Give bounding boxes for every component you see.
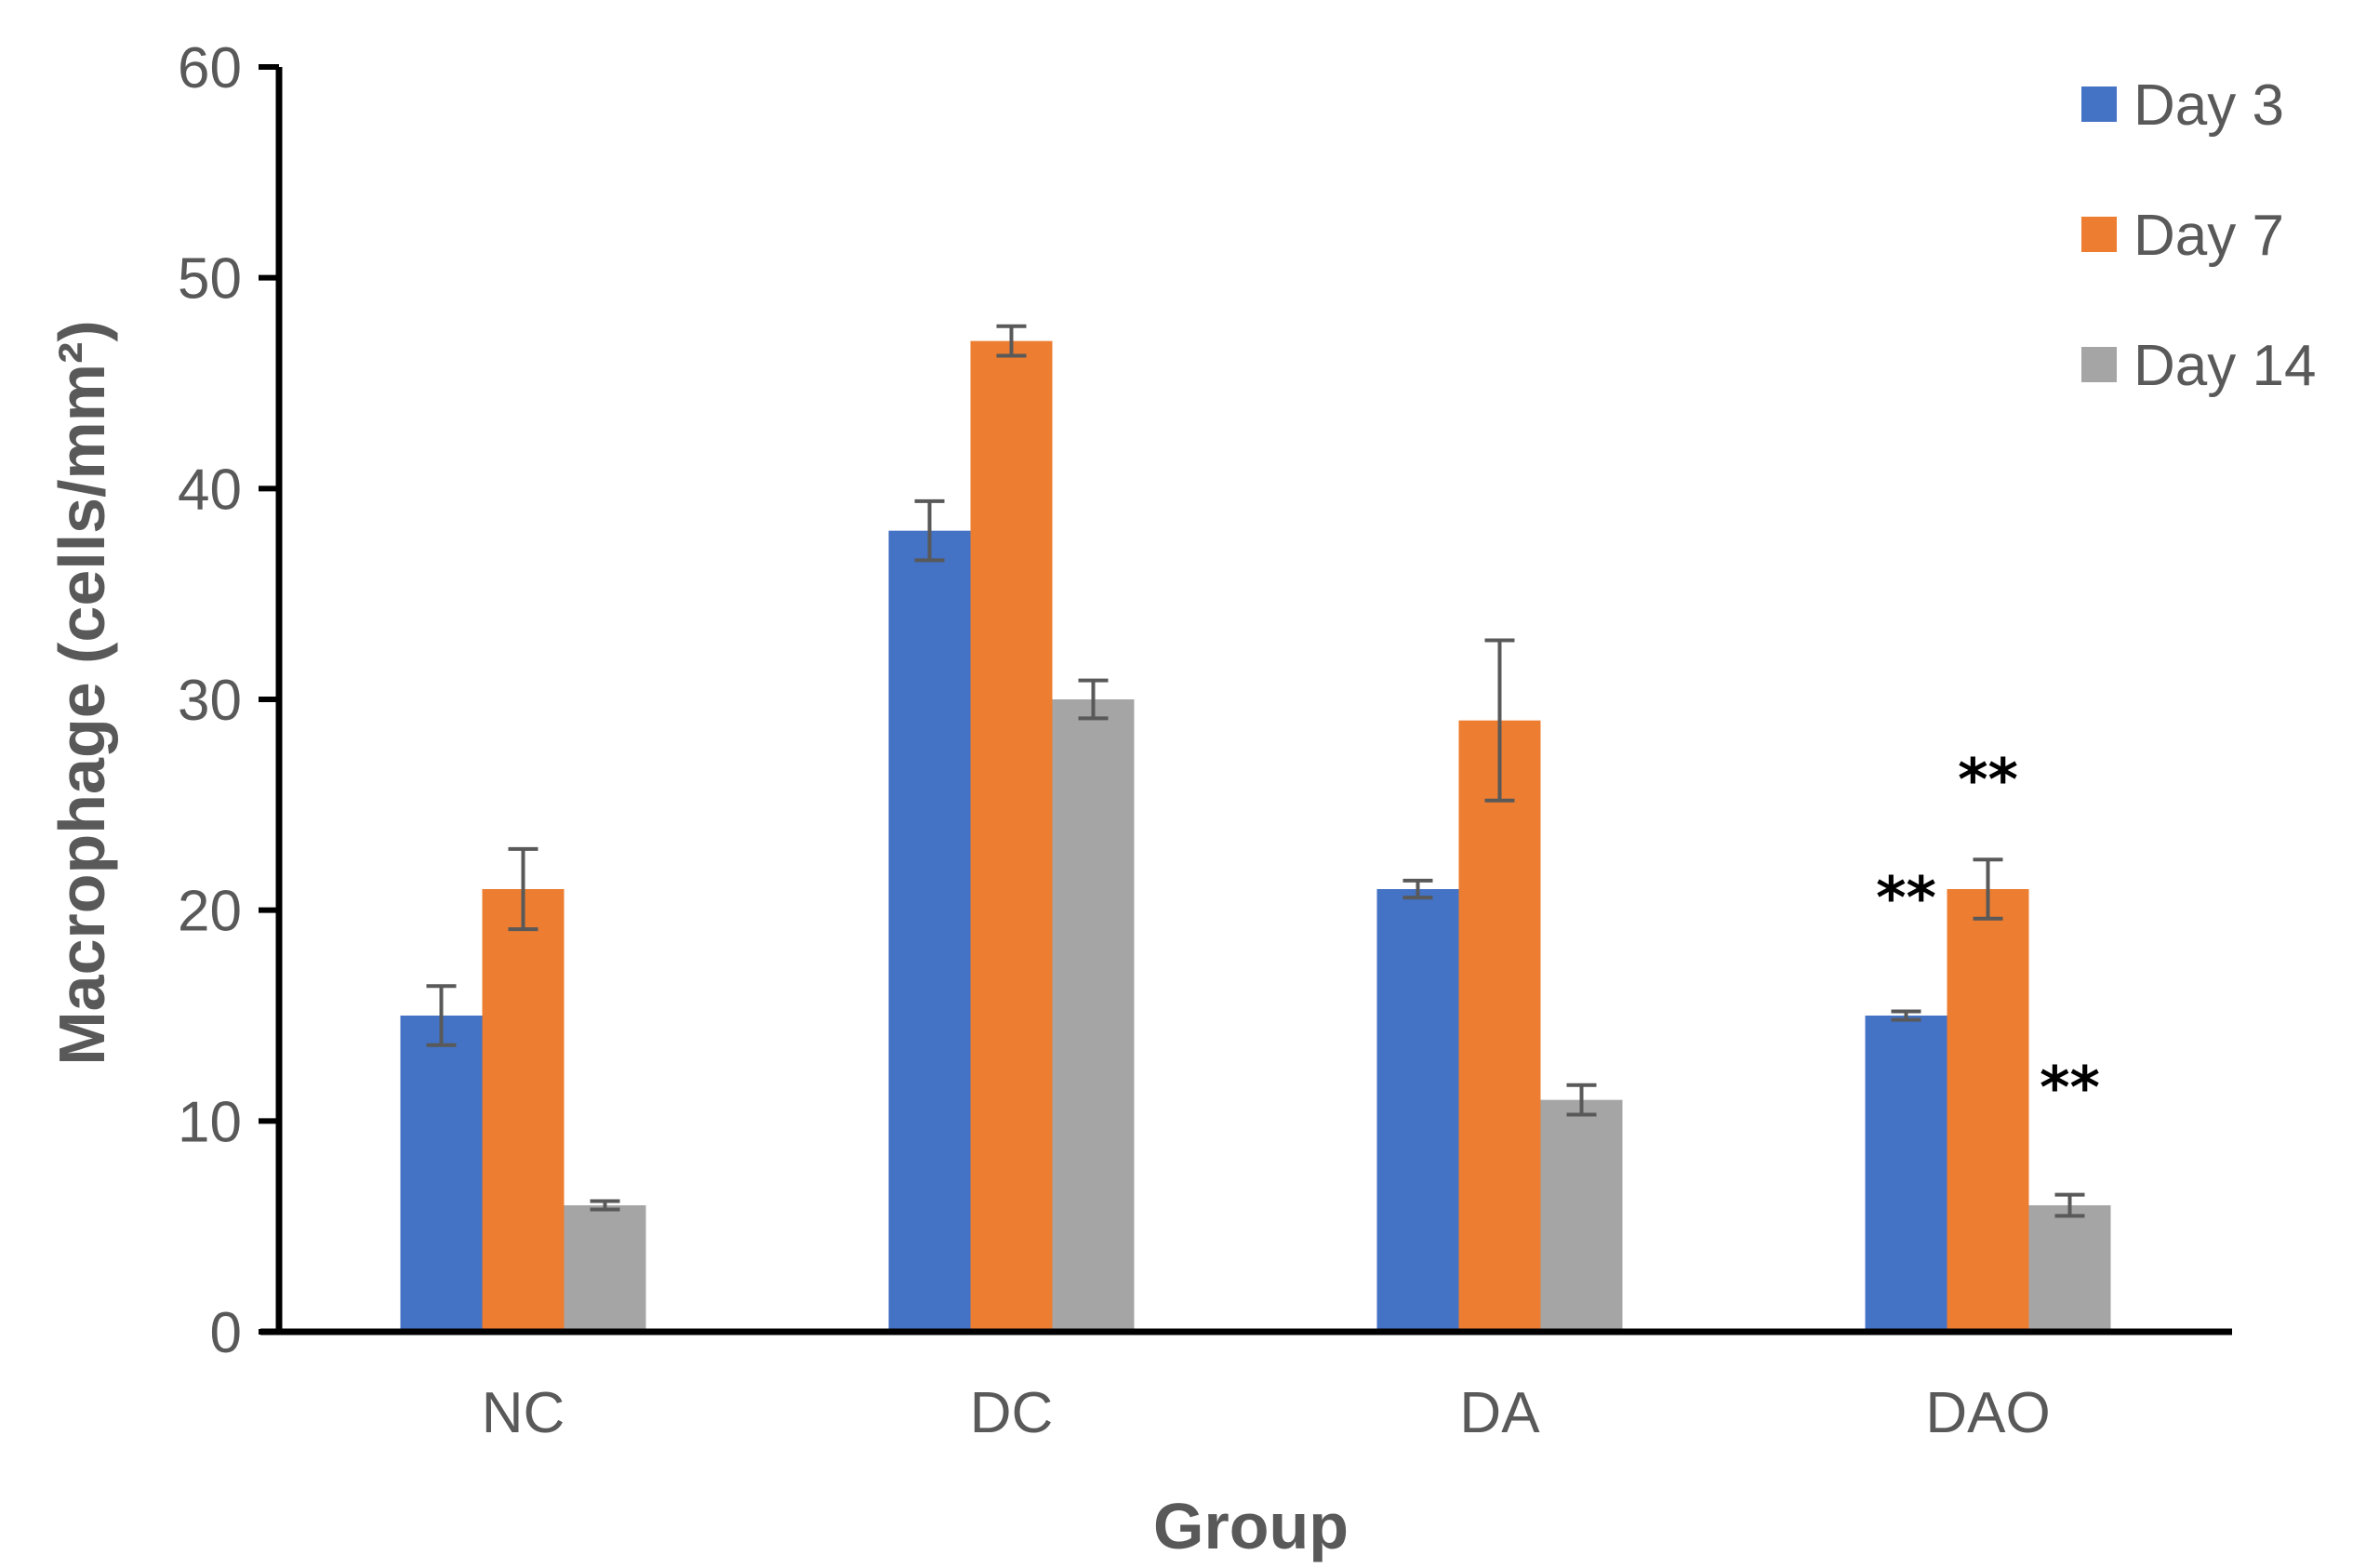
bar-da-day-7 — [1458, 720, 1541, 1332]
y-tick-label-20: 20 — [178, 880, 242, 944]
error-bar-dao-day-14 — [2054, 1192, 2085, 1218]
legend-item-day-3: Day 3 — [2081, 73, 2284, 138]
error-bar-dao-day-7 — [1973, 857, 2003, 921]
error-bar-nc-day-3 — [426, 984, 457, 1047]
bars-layer — [400, 340, 2111, 1333]
legend-swatch-day-3 — [2081, 86, 2117, 122]
error-bar-dc-day-7 — [996, 324, 1027, 358]
legend: Day 3 Day 7 Day 14 — [2081, 73, 2316, 398]
error-bar-nc-day-14 — [590, 1199, 620, 1212]
x-tick-label-dao: DAO — [1925, 1381, 2050, 1445]
legend-swatch-day-7 — [2081, 217, 2117, 252]
legend-swatch-day-14 — [2081, 347, 2117, 382]
y-tick-label-10: 10 — [178, 1090, 242, 1154]
bar-nc-day-7 — [482, 889, 565, 1332]
bar-dao-day-7 — [1947, 889, 2029, 1332]
bar-nc-day-14 — [564, 1205, 646, 1332]
significance-marker-dao-day-14: ** — [2040, 1054, 2100, 1122]
legend-label-day-7: Day 7 — [2133, 204, 2284, 268]
x-axis-title: Group — [1153, 1490, 1349, 1562]
bar-nc-day-3 — [400, 1016, 483, 1332]
error-bar-nc-day-7 — [508, 846, 538, 932]
x-tick-label-dc: DC — [970, 1381, 1054, 1445]
bar-dc-day-14 — [1052, 699, 1135, 1332]
significance-marker-dao-day-3: ** — [1876, 864, 1936, 932]
legend-label-day-14: Day 14 — [2133, 334, 2316, 398]
y-tick-label-0: 0 — [210, 1301, 242, 1365]
legend-label-day-3: Day 3 — [2133, 73, 2284, 138]
error-bar-dao-day-3 — [1891, 1009, 1921, 1022]
x-tick-label-da: DA — [1459, 1381, 1540, 1445]
bar-da-day-14 — [1540, 1099, 1623, 1332]
error-bar-dc-day-3 — [914, 498, 945, 563]
y-axis-title: Macrophage (cells/mm²) — [46, 320, 118, 1065]
significance-annotations: ** ** ** — [1876, 746, 2100, 1122]
legend-item-day-14: Day 14 — [2081, 334, 2316, 398]
legend-item-day-7: Day 7 — [2081, 204, 2284, 268]
y-tick-label-40: 40 — [178, 458, 242, 522]
bar-dc-day-3 — [888, 530, 971, 1332]
y-tick-label-60: 60 — [178, 36, 242, 100]
y-tick-label-50: 50 — [178, 247, 242, 312]
bar-dc-day-7 — [970, 340, 1053, 1333]
error-bars-layer — [426, 324, 2085, 1218]
y-tick-label-30: 30 — [178, 669, 242, 733]
bar-da-day-3 — [1376, 889, 1459, 1332]
error-bar-da-day-7 — [1484, 638, 1515, 803]
bar-dao-day-14 — [2028, 1205, 2111, 1332]
x-tick-label-nc: NC — [482, 1381, 565, 1445]
significance-marker-dao-day-7: ** — [1958, 746, 2018, 814]
error-bar-da-day-3 — [1402, 878, 1433, 900]
error-bar-da-day-14 — [1566, 1083, 1597, 1117]
bar-dao-day-3 — [1865, 1016, 1947, 1332]
error-bar-dc-day-14 — [1078, 678, 1109, 721]
axes-layer: 0 10 20 30 40 50 60 NC DC DA DAO — [178, 36, 2232, 1445]
